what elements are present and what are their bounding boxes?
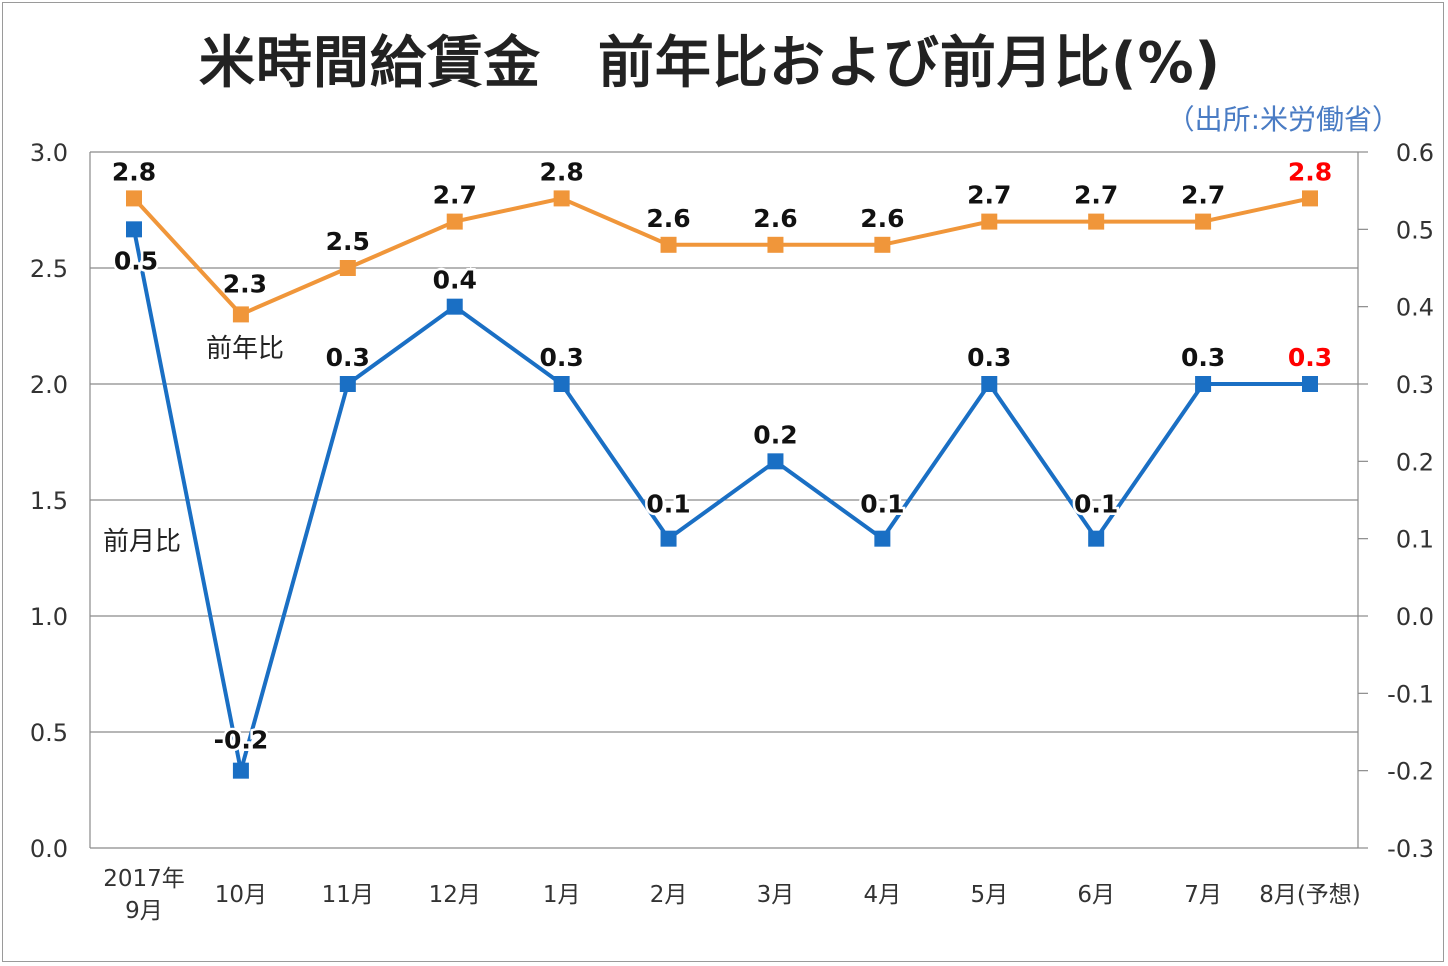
y-left-tick-label: 1.5 — [30, 487, 68, 515]
series-line-mom — [132, 228, 1310, 773]
data-label: 2.7 — [967, 181, 1011, 210]
data-label: 2.7 — [1074, 181, 1118, 210]
data-label: 2.8 — [112, 157, 156, 186]
data-label: 2.3 — [223, 269, 267, 298]
data-label: 2.7 — [433, 181, 477, 210]
source-note: （出所:米労働省） — [1166, 103, 1400, 136]
data-point — [126, 190, 142, 207]
y-left-tick-label: 1.0 — [30, 603, 68, 631]
data-label: 2.6 — [646, 204, 690, 233]
x-tick-label: 9月 — [125, 898, 163, 924]
x-tick-label: 3月 — [757, 882, 795, 908]
chart-title: 米時間給賃金 前年比および前月比(%) — [198, 31, 1222, 96]
data-label: 0.3 — [539, 343, 583, 372]
y-left-tick-label: 0.0 — [30, 835, 68, 863]
data-label: 0.3 — [326, 343, 370, 372]
series-label-mom: 前月比 — [103, 527, 181, 557]
data-label: 2.7 — [1181, 181, 1225, 210]
data-point — [553, 376, 570, 392]
y-right-tick-label: 0.2 — [1396, 448, 1434, 476]
x-tick-label: 2月 — [650, 882, 688, 908]
data-point — [1302, 190, 1318, 207]
data-label: 2.8 — [539, 157, 583, 186]
data-point — [981, 213, 998, 230]
data-point — [981, 376, 998, 392]
data-point — [1088, 213, 1105, 230]
data-label: 2.5 — [326, 227, 370, 256]
data-label: 2.6 — [860, 204, 904, 233]
data-point — [660, 236, 677, 253]
data-point — [660, 530, 677, 547]
x-tick-label: 11月 — [322, 882, 374, 908]
data-point — [232, 762, 249, 779]
data-point — [339, 260, 356, 276]
y-right-tick-label: 0.0 — [1396, 603, 1434, 631]
data-label: 0.1 — [1074, 490, 1118, 519]
x-tick-label: 2017年 — [103, 866, 185, 892]
y-left-tick-label: 0.5 — [30, 719, 68, 747]
x-tick-label: 6月 — [1077, 882, 1115, 908]
data-label: 0.3 — [967, 343, 1011, 372]
data-point — [874, 236, 891, 253]
y-right-tick-label: -0.2 — [1387, 758, 1434, 786]
y-left-tick-label: 2.5 — [30, 255, 68, 283]
data-point — [1195, 213, 1212, 230]
x-tick-label: 5月 — [970, 882, 1008, 908]
data-label: 0.3 — [1288, 343, 1332, 372]
data-point — [767, 453, 784, 470]
x-tick-label: 10月 — [215, 882, 267, 908]
y-left-tick-label: 2.0 — [30, 371, 68, 399]
data-label: 0.1 — [860, 490, 904, 519]
data-label: 0.2 — [753, 420, 797, 449]
data-label: 2.8 — [1288, 157, 1332, 186]
x-tick-label: 7月 — [1184, 882, 1222, 908]
data-point — [1302, 376, 1318, 392]
data-point — [767, 236, 784, 253]
y-right-tick-label: -0.1 — [1387, 680, 1434, 708]
data-point — [232, 306, 249, 323]
y-right-tick-label: 0.4 — [1396, 294, 1434, 322]
data-label: -0.2 — [214, 726, 269, 755]
data-label: 0.5 — [114, 246, 158, 275]
data-point — [339, 376, 356, 392]
data-label: 0.3 — [1181, 343, 1225, 372]
series-line-yoy — [132, 196, 1311, 317]
y-right-tick-label: -0.3 — [1387, 835, 1434, 863]
y-right-tick-label: 0.5 — [1396, 216, 1434, 244]
data-point — [553, 190, 570, 207]
data-point — [126, 221, 142, 238]
y-right-tick-label: 0.1 — [1396, 526, 1434, 554]
data-label: 2.6 — [753, 204, 797, 233]
x-tick-label: 12月 — [429, 882, 481, 908]
data-point — [446, 213, 463, 230]
x-tick-label: 1月 — [543, 882, 581, 908]
x-tick-label: 8月(予想) — [1259, 882, 1361, 908]
series-label-yoy: 前年比 — [206, 334, 284, 364]
data-label: 0.1 — [646, 490, 690, 519]
y-right-tick-label: 0.6 — [1396, 139, 1434, 167]
data-point — [1088, 530, 1105, 547]
y-left-tick-label: 3.0 — [30, 139, 68, 167]
data-point — [874, 530, 891, 547]
y-right-tick-label: 0.3 — [1396, 371, 1434, 399]
data-point — [1195, 376, 1212, 392]
data-point — [446, 298, 463, 315]
data-label: 0.4 — [433, 266, 477, 295]
x-tick-label: 4月 — [864, 882, 902, 908]
